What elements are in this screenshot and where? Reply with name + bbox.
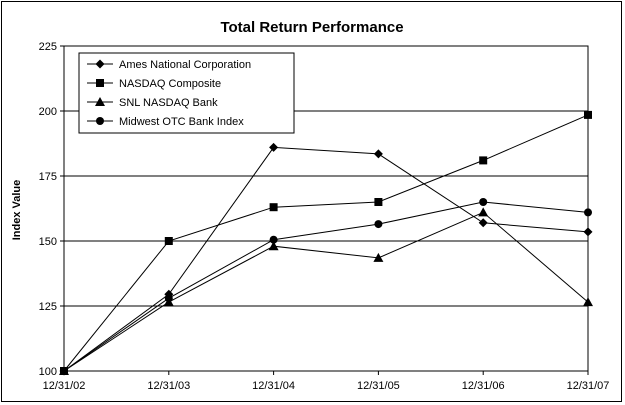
legend-item: Ames National Corporation — [87, 59, 251, 71]
legend-item: SNL NASDAQ Bank — [87, 97, 218, 109]
x-tick-label: 12/31/06 — [462, 380, 505, 392]
series-line — [63, 114, 589, 372]
x-tick-label: 12/31/05 — [357, 380, 400, 392]
y-tick-label: 150 — [39, 236, 57, 248]
data-point — [374, 220, 383, 229]
axes: 100 125 150 175 200 225 12/31/02 12/31/03 12/31/… — [39, 41, 610, 392]
series-line — [63, 146, 589, 372]
data-point — [583, 227, 593, 237]
x-tick-label: 12/31/02 — [43, 380, 86, 392]
series-line — [63, 211, 589, 372]
data-point — [583, 297, 593, 307]
series-ames-national-corporation — [59, 142, 593, 376]
data-point — [478, 207, 489, 217]
legend-label: NASDAQ Composite — [119, 78, 221, 90]
legend-label: Midwest OTC Bank Index — [119, 116, 244, 128]
legend-box — [78, 52, 295, 134]
legend-marker — [95, 97, 105, 106]
data-point — [479, 156, 488, 165]
legend-marker — [96, 117, 104, 125]
data-point — [269, 142, 279, 152]
series-line — [63, 201, 589, 372]
data-point — [373, 149, 383, 159]
gridlines — [64, 110, 588, 307]
data-point — [478, 218, 488, 228]
data-point — [60, 367, 68, 375]
x-tick-label: 12/31/04 — [252, 380, 295, 392]
data-point — [374, 198, 383, 206]
y-axis-label: Index Value — [11, 180, 23, 241]
series-midwest-otc-bank-index — [60, 198, 592, 375]
series-snl-nasdaq-bank — [59, 207, 593, 375]
legend-item: Midwest OTC Bank Index — [87, 116, 244, 128]
data-point — [269, 235, 278, 244]
y-tick-label: 100 — [39, 366, 57, 378]
data-point — [584, 208, 592, 217]
data-point — [584, 110, 592, 119]
y-tick-label: 200 — [39, 106, 57, 118]
data-point — [269, 203, 278, 212]
legend: Ames National Corporation NASDAQ Composit… — [78, 52, 295, 134]
legend-item: NASDAQ Composite — [87, 78, 221, 90]
legend-marker — [96, 79, 104, 87]
y-tick-label: 175 — [39, 171, 57, 183]
data-point — [479, 198, 488, 206]
series-group — [59, 110, 593, 376]
data-point — [164, 237, 173, 245]
y-tick-label: 225 — [39, 41, 57, 53]
x-tick-label: 12/31/03 — [147, 380, 190, 392]
legend-label: SNL NASDAQ Bank — [119, 97, 218, 109]
data-point — [164, 294, 173, 303]
data-point — [373, 252, 384, 262]
data-point — [268, 241, 279, 251]
legend-marker — [95, 59, 105, 69]
chart-title: Total Return Performance — [220, 19, 403, 36]
x-tick-label: 12/31/07 — [567, 380, 610, 392]
y-tick-label: 125 — [39, 301, 57, 313]
legend-label: Ames National Corporation — [119, 59, 251, 71]
